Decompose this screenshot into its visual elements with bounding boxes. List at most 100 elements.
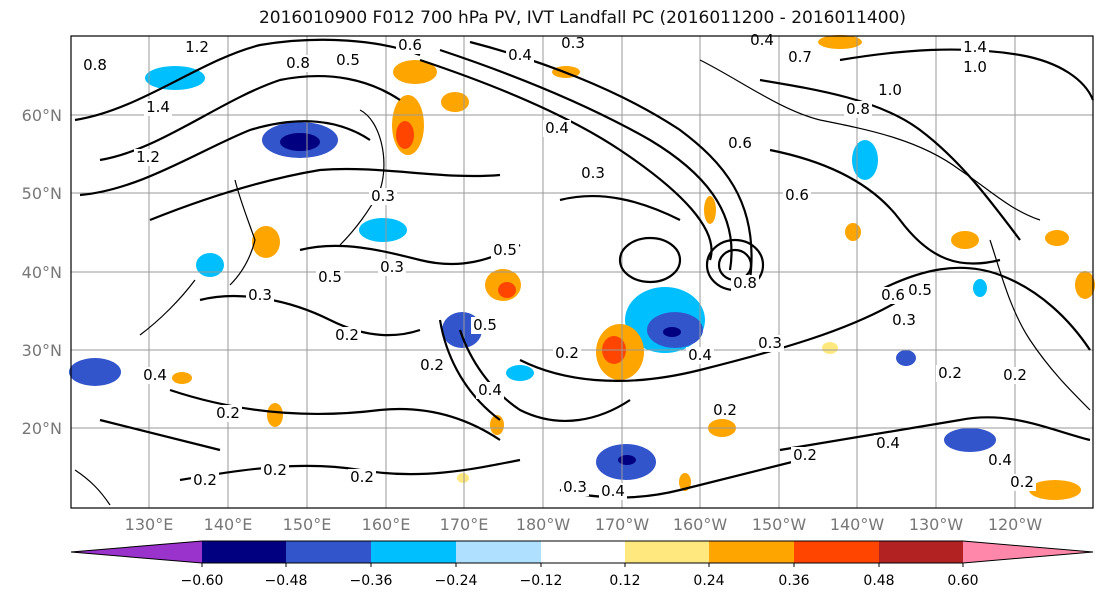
contour-label: 1.4 <box>146 98 170 116</box>
shade-orange <box>172 372 192 384</box>
contour-label-bg <box>711 402 739 419</box>
contour-label: 0.3 <box>561 34 585 52</box>
map-panel: 1.20.81.41.20.50.60.80.30.40.40.71.41.01… <box>69 31 1095 509</box>
longitude-label: 160°E <box>362 515 411 534</box>
longitude-label: 130°W <box>909 515 964 534</box>
contour-label: 0.3 <box>563 478 587 496</box>
colorbar-tick-label: −0.60 <box>181 573 224 589</box>
contour-label-bg <box>906 282 934 299</box>
contour-label: 0.5 <box>493 241 517 259</box>
shade-orange <box>1075 271 1095 299</box>
contour-label-bg <box>961 59 989 76</box>
shade-orange <box>490 415 504 435</box>
contour-label-bg <box>471 317 499 334</box>
contour-label: 0.2 <box>555 344 579 362</box>
pv-contours <box>74 38 1095 499</box>
contour-label-bg <box>791 447 819 464</box>
contour-label-bg <box>961 39 989 56</box>
contour-label: 0.5 <box>336 51 360 69</box>
contour-label: 0.8 <box>286 54 310 72</box>
contour-label: 0.3 <box>758 334 782 352</box>
contour-label: 0.4 <box>545 119 569 137</box>
contour-label-bg <box>579 165 607 182</box>
contour-label-bg <box>396 37 424 54</box>
contour-label-bg <box>506 47 534 64</box>
colorbar-tick-label: 0.60 <box>947 573 978 589</box>
colorbar-tick-label: 0.12 <box>609 573 640 589</box>
shade-orange <box>393 60 437 84</box>
contour-label: 0.2 <box>1010 473 1034 491</box>
contour-label: 0.6 <box>881 286 905 304</box>
contour-label-bg <box>876 82 904 99</box>
colorbar-extend-high <box>963 541 1093 563</box>
contour-label: 0.2 <box>1003 366 1027 384</box>
contour-label-bg <box>543 120 571 137</box>
shade-blue <box>359 218 407 242</box>
contour-label-bg <box>491 242 519 259</box>
shade-orange <box>818 35 862 49</box>
contour-label: 0.2 <box>335 326 359 344</box>
contour-label-bg <box>726 135 754 152</box>
contour-label: 0.2 <box>193 471 217 489</box>
contour-label: 0.6 <box>398 36 422 54</box>
longitude-labels: 130°E 140°E 150°E 160°E 170°E 180°W 170°W 160°W… <box>125 515 1043 534</box>
contour-label: 0.4 <box>750 31 774 49</box>
shade-blue <box>196 253 224 277</box>
contour-label-bg <box>261 462 289 479</box>
colorbar-extend-low <box>71 541 202 563</box>
contour-label: 0.5 <box>318 268 342 286</box>
contour-label: 0.2 <box>263 461 287 479</box>
contour-label-bg <box>986 452 1014 469</box>
contour-label-bg <box>183 39 211 56</box>
contour-label: 0.4 <box>508 46 532 64</box>
contour-label-bg <box>783 187 811 204</box>
contour-label-bg <box>134 149 162 166</box>
contour-label-bg <box>559 35 587 52</box>
shade-orange <box>1045 230 1069 246</box>
latitude-label: 30°N <box>22 341 62 360</box>
contour-label-bg <box>879 287 907 304</box>
colorbar-tick-label: −0.48 <box>265 573 308 589</box>
contour-label-bg <box>333 327 361 344</box>
contour-label-bg <box>756 335 784 352</box>
contour-label-bg <box>378 259 406 276</box>
contour-label-bg <box>418 357 446 374</box>
map-title: 2016010900 F012 700 hPa PV, IVT Landfall… <box>258 8 906 28</box>
colorbar-tick-label: 0.24 <box>693 573 724 589</box>
contour-label: 0.2 <box>793 446 817 464</box>
contour-label-bg <box>141 367 169 384</box>
shade-blue <box>852 140 878 180</box>
contour-label: 0.3 <box>380 258 404 276</box>
contour-label: 1.2 <box>136 148 160 166</box>
contour-label: 0.2 <box>350 468 374 486</box>
shade-orange <box>252 226 280 258</box>
contour-label: 1.2 <box>185 38 209 56</box>
longitude-label: 140°W <box>830 515 885 534</box>
contour-label-bg <box>191 472 219 489</box>
contour-label-bg <box>599 483 627 500</box>
shade-blue <box>822 342 838 354</box>
contour-label-bg <box>369 188 397 205</box>
shade-navy <box>618 455 636 465</box>
longitude-label: 140°E <box>204 515 253 534</box>
contour-label: 1.4 <box>963 38 987 56</box>
longitude-label: 150°W <box>752 515 807 534</box>
contour-label-bg <box>561 479 589 496</box>
contour-label-bg <box>316 269 344 286</box>
colorbar-segment <box>541 541 626 563</box>
contour-label: 0.4 <box>478 381 502 399</box>
map-frame <box>70 35 1094 509</box>
contour-label: 0.3 <box>581 164 605 182</box>
contour-label-bg <box>334 52 362 69</box>
shade-orange <box>267 403 283 427</box>
colorbar-segment <box>709 541 795 563</box>
contour-label: 0.5 <box>473 316 497 334</box>
colorbar-segment <box>286 541 372 563</box>
contour-label: 0.2 <box>420 356 444 374</box>
longitude-label: 170°W <box>595 515 650 534</box>
longitude-label: 180°W <box>516 515 571 534</box>
colorbar-segment <box>202 541 287 563</box>
contour-label: 1.0 <box>963 58 987 76</box>
contour-label: 0.4 <box>688 346 712 364</box>
